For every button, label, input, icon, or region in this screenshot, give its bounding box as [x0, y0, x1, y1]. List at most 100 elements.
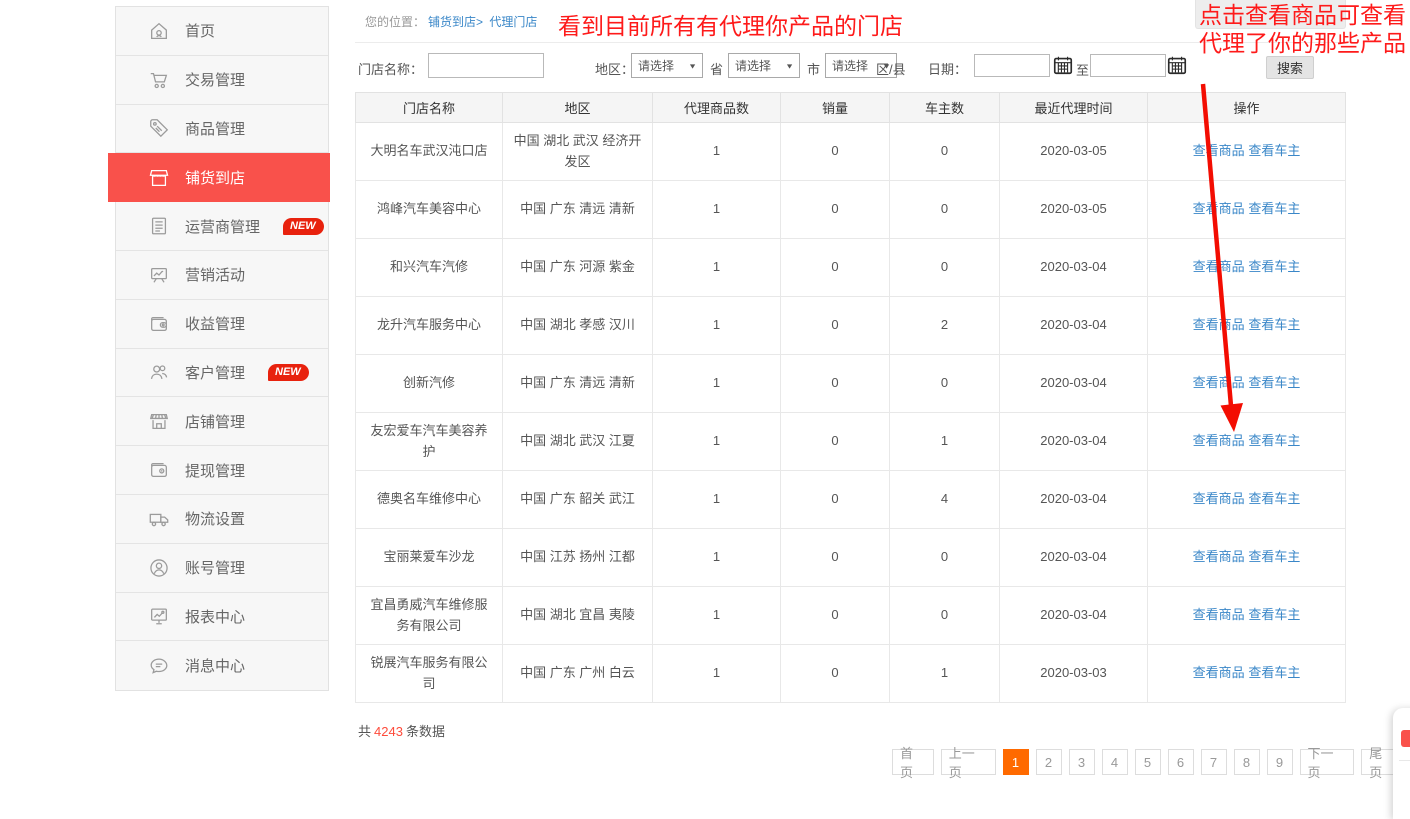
view-products-link[interactable]: 查看商品	[1192, 259, 1245, 275]
store-name-cell: 鸿峰汽车美容中心	[355, 180, 503, 239]
sidebar-item-label: 物流设置	[185, 511, 246, 529]
page-next[interactable]: 下一页	[1299, 746, 1355, 780]
region-cell: 中国 广东 广州 白云	[502, 644, 653, 703]
page-9[interactable]: 9	[1266, 749, 1293, 775]
floating-side-widget[interactable]	[1393, 708, 1410, 819]
sidebar-item-reports[interactable]: 报表中心	[116, 593, 328, 642]
sidebar-item-label: 商品管理	[185, 120, 246, 138]
owner-count-cell: 0	[889, 122, 1000, 181]
sidebar-item-trade[interactable]: 交易管理	[116, 56, 328, 105]
view-owners-link[interactable]: 查看车主	[1248, 317, 1301, 333]
sidebar-item-distribute-to-store[interactable]: 铺货到店	[108, 153, 330, 203]
page-2[interactable]: 2	[1035, 749, 1062, 775]
view-products-link[interactable]: 查看商品	[1192, 375, 1245, 391]
breadcrumb-link-agent-stores[interactable]: 代理门店	[489, 15, 538, 29]
district-select[interactable]: 请选择 ▼	[825, 53, 897, 78]
sidebar-item-withdraw[interactable]: 提现管理	[116, 446, 328, 495]
sidebar-item-customers[interactable]: 客户管理 NEW	[116, 349, 328, 398]
table-row: 创新汽修 中国 广东 清远 清新 1 0 0 2020-03-04 查看商品 查…	[355, 354, 1346, 413]
sidebar-item-account[interactable]: 账号管理	[116, 544, 328, 593]
region-cell: 中国 湖北 宜昌 夷陵	[502, 586, 653, 645]
table-row: 龙升汽车服务中心 中国 湖北 孝感 汉川 1 0 2 2020-03-04 查看…	[355, 296, 1346, 355]
view-products-link[interactable]: 查看商品	[1192, 143, 1245, 159]
sidebar-item-logistics[interactable]: 物流设置	[116, 495, 328, 544]
city-suffix: 市	[807, 62, 821, 77]
chevron-down-icon: ▼	[882, 61, 891, 70]
sidebar-item-messages[interactable]: 消息中心	[116, 641, 328, 690]
sidebar-item-shop[interactable]: 店铺管理	[116, 397, 328, 447]
sidebar-item-operator[interactable]: 运营商管理 NEW	[116, 202, 328, 251]
view-products-link[interactable]: 查看商品	[1192, 665, 1245, 681]
sidebar-item-goods[interactable]: 商品管理	[116, 105, 328, 154]
page-6[interactable]: 6	[1167, 749, 1194, 775]
covered-button-box	[1195, 0, 1346, 29]
total-count-number: 4243	[374, 724, 403, 739]
table-row: 大明名车武汉沌口店 中国 湖北 武汉 经济开发区 1 0 0 2020-03-0…	[355, 122, 1346, 181]
annotation-text-right: 点击查看商品可查看 代理了你的那些产品	[1199, 1, 1406, 57]
page-5[interactable]: 5	[1134, 749, 1161, 775]
page-4[interactable]: 4	[1101, 749, 1128, 775]
page-first[interactable]: 首页	[892, 746, 934, 780]
search-button[interactable]: 搜索	[1266, 56, 1314, 79]
view-products-link[interactable]: 查看商品	[1192, 491, 1245, 507]
product-count-cell: 1	[652, 586, 781, 645]
view-owners-link[interactable]: 查看车主	[1248, 665, 1301, 681]
owner-count-cell: 1	[889, 412, 1000, 471]
breadcrumb-link-distribute[interactable]: 铺货到店>	[428, 15, 484, 29]
view-owners-link[interactable]: 查看车主	[1248, 201, 1301, 217]
col-store-name: 门店名称	[355, 92, 503, 123]
owner-count-cell: 1	[889, 644, 1000, 703]
view-products-link[interactable]: 查看商品	[1192, 549, 1245, 565]
sales-cell: 0	[780, 470, 890, 529]
view-owners-link[interactable]: 查看车主	[1248, 491, 1301, 507]
message-bubble-icon	[150, 658, 168, 674]
col-owner-count: 车主数	[889, 92, 1000, 123]
view-products-link[interactable]: 查看商品	[1192, 607, 1245, 623]
page-7[interactable]: 7	[1200, 749, 1227, 775]
sidebar-item-marketing[interactable]: 营销活动	[116, 251, 328, 300]
date-cell: 2020-03-05	[999, 122, 1148, 181]
view-owners-link[interactable]: 查看车主	[1248, 607, 1301, 623]
view-owners-link[interactable]: 查看车主	[1248, 259, 1301, 275]
date-to-input[interactable]	[1090, 54, 1166, 77]
view-owners-link[interactable]: 查看车主	[1248, 433, 1301, 449]
sidebar-item-income[interactable]: 收益管理	[116, 300, 328, 349]
sidebar-item-label: 提现管理	[185, 462, 246, 480]
page-1[interactable]: 1	[1002, 749, 1029, 775]
widget-divider	[1399, 760, 1410, 761]
report-chart-icon	[151, 608, 167, 625]
view-products-link[interactable]: 查看商品	[1192, 317, 1245, 333]
store-name-cell: 宜昌勇威汽车维修服务有限公司	[355, 586, 503, 645]
page-8[interactable]: 8	[1233, 749, 1260, 775]
view-owners-link[interactable]: 查看车主	[1248, 143, 1301, 159]
district-suffix: 区/县	[876, 62, 906, 77]
table-row: 鸿峰汽车美容中心 中国 广东 清远 清新 1 0 0 2020-03-05 查看…	[355, 180, 1346, 239]
page-prev[interactable]: 上一页	[940, 746, 996, 780]
sidebar-item-home[interactable]: 首页	[116, 7, 328, 56]
widget-red-icon	[1401, 730, 1410, 747]
col-product-count: 代理商品数	[652, 92, 781, 123]
region-cell: 中国 湖北 孝感 汉川	[502, 296, 653, 355]
province-select[interactable]: 请选择 ▼	[631, 53, 703, 78]
store-name-cell: 锐展汽车服务有限公司	[355, 644, 503, 703]
product-count-cell: 1	[652, 528, 781, 587]
city-select[interactable]: 请选择 ▼	[728, 53, 800, 78]
product-count-cell: 1	[652, 354, 781, 413]
view-owners-link[interactable]: 查看车主	[1248, 375, 1301, 391]
date-from-input[interactable]	[974, 54, 1050, 77]
page-3[interactable]: 3	[1068, 749, 1095, 775]
view-products-link[interactable]: 查看商品	[1192, 433, 1245, 449]
sales-cell: 0	[780, 238, 890, 297]
store-name-cell: 友宏爱车汽车美容养护	[355, 412, 503, 471]
cart-icon	[150, 72, 168, 88]
store-name-input[interactable]	[428, 53, 544, 78]
view-owners-link[interactable]: 查看车主	[1248, 549, 1301, 565]
calendar-icon[interactable]	[1166, 54, 1188, 76]
calendar-icon[interactable]	[1052, 54, 1074, 76]
view-products-link[interactable]: 查看商品	[1192, 201, 1245, 217]
store-name-label: 门店名称：	[358, 62, 424, 77]
sales-cell: 0	[780, 528, 890, 587]
document-icon	[151, 217, 167, 235]
owner-count-cell: 2	[889, 296, 1000, 355]
